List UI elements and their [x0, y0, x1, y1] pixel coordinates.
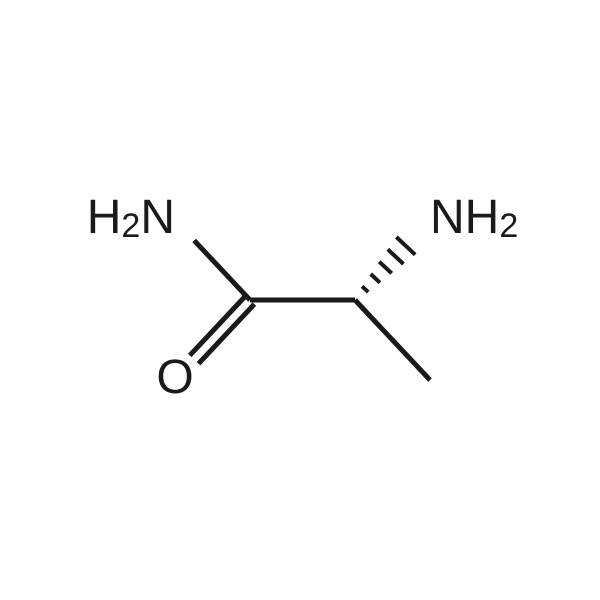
bond-C_alpha-C_methyl — [355, 300, 430, 380]
atom-label-N_amine: NH2 — [430, 191, 518, 246]
bond-C_carbonyl-N_amide — [194, 240, 250, 300]
bond-hash-C_alpha-N_amine — [362, 237, 415, 292]
molecule-diagram: H2N O NH2 — [0, 0, 600, 600]
atom-label-N_amide: H2N — [87, 191, 175, 246]
atom-label-O_carbonyl: O — [156, 351, 193, 404]
